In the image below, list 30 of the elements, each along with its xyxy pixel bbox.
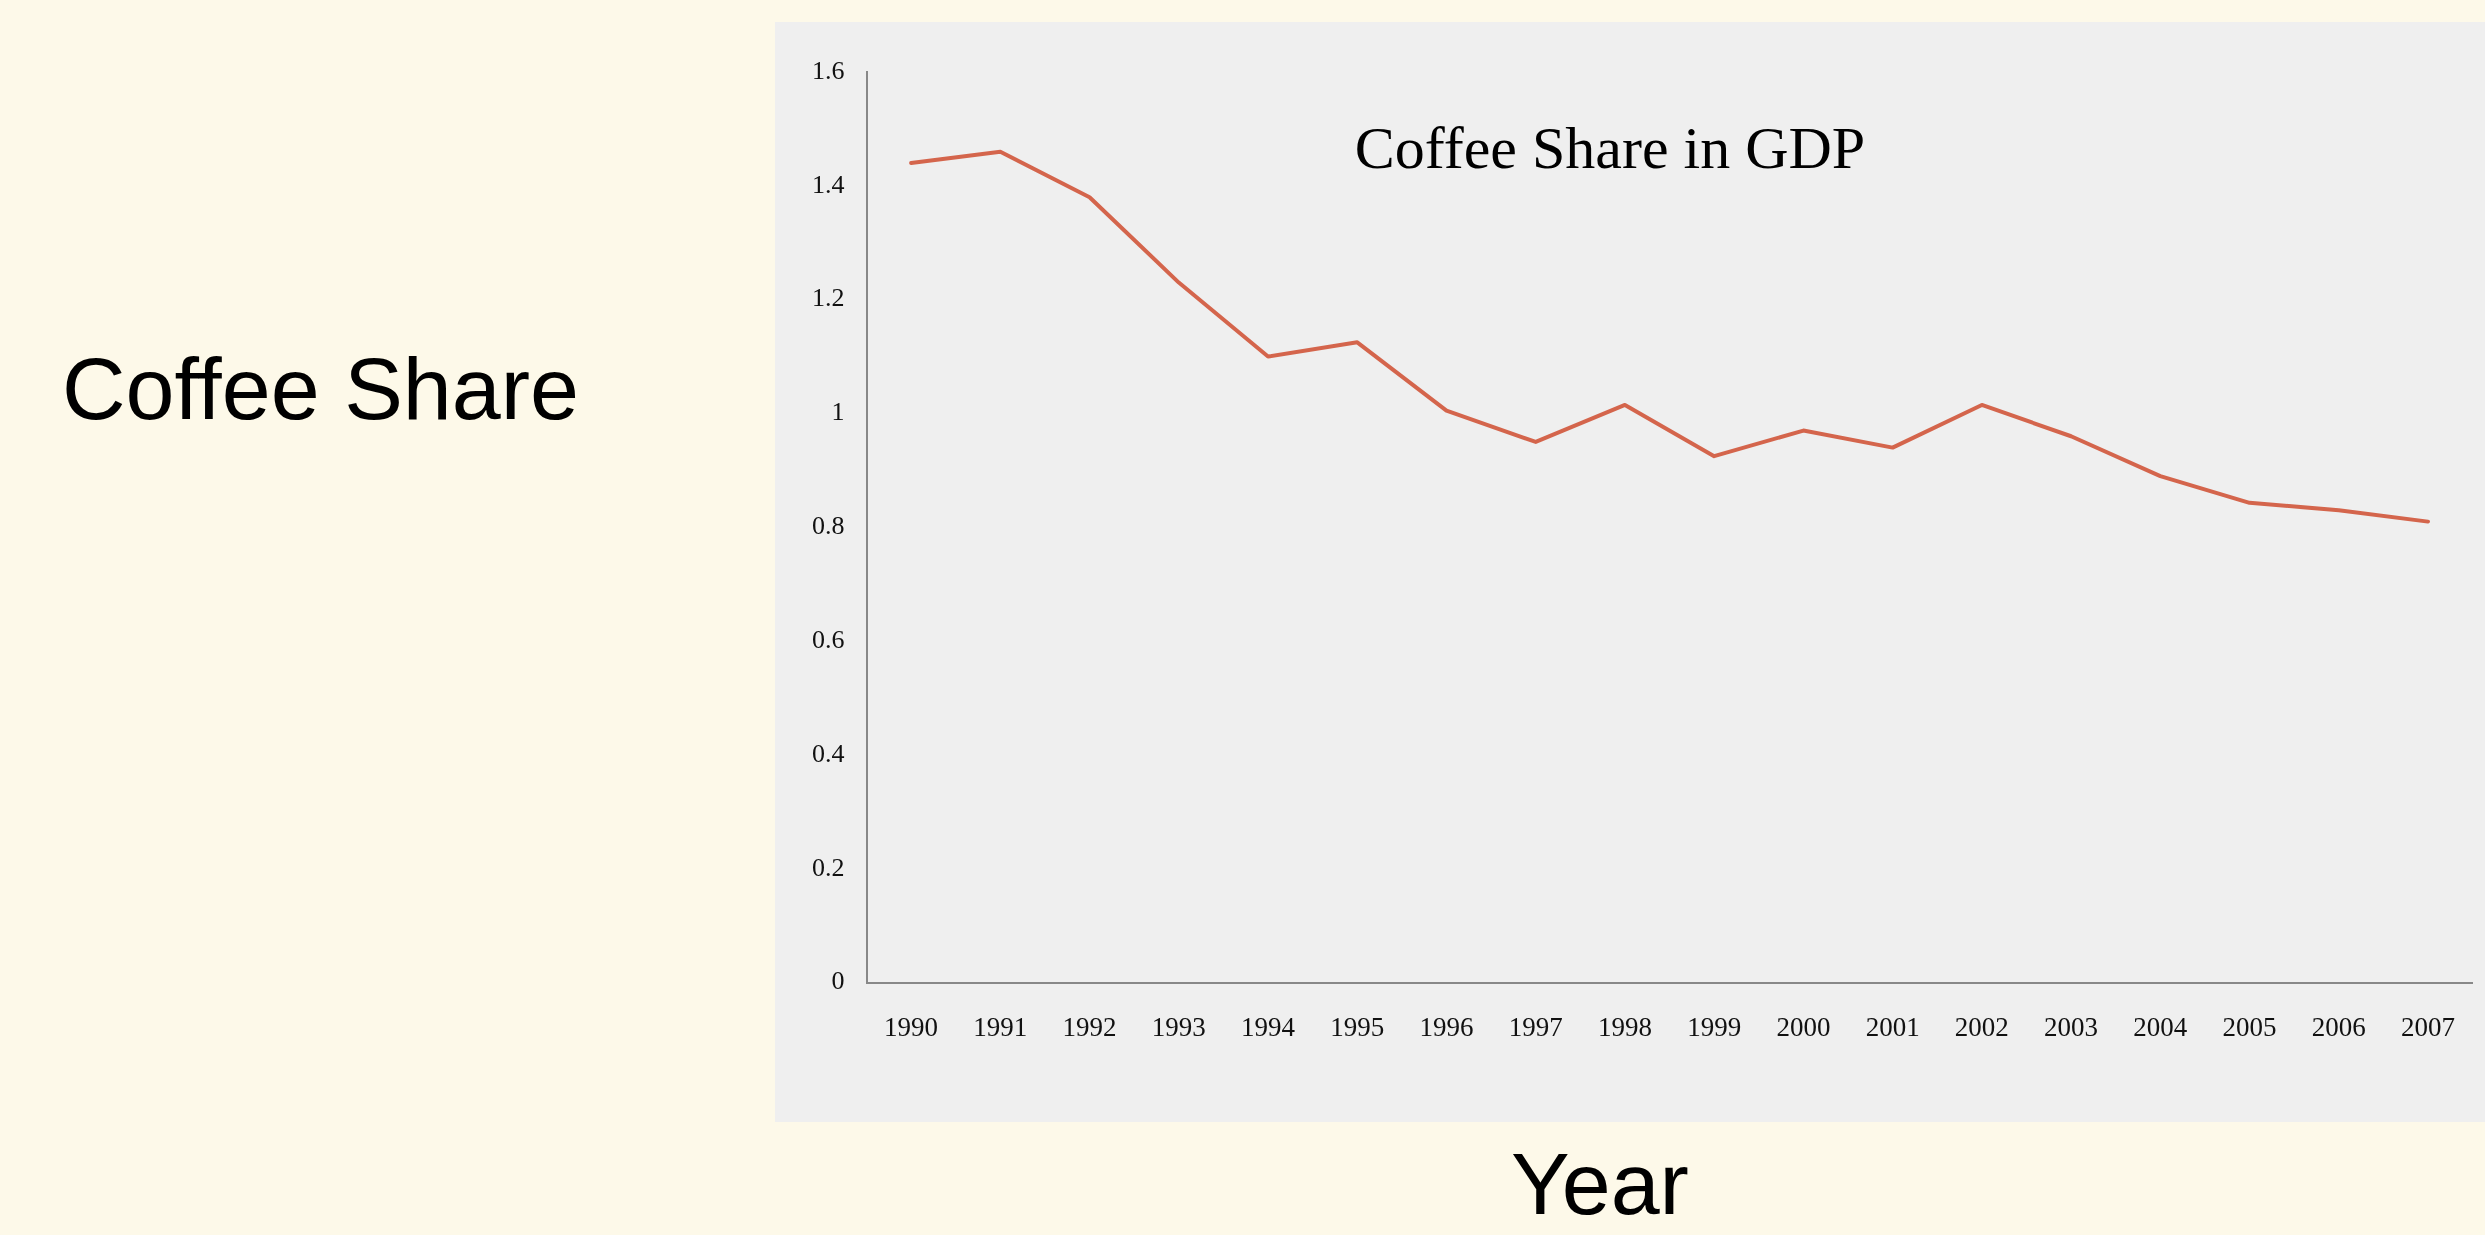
y-tick-label: 0.4 xyxy=(812,738,845,768)
x-tick-label: 2004 xyxy=(2133,1011,2188,1042)
y-tick-label: 0 xyxy=(831,966,845,996)
x-axis-title: Year xyxy=(1511,1134,1689,1234)
x-tick-label: 1990 xyxy=(884,1011,939,1042)
y-tick-label: 1 xyxy=(831,397,845,427)
y-axis-title: Coffee Share xyxy=(62,339,579,439)
y-tick-label: 0.2 xyxy=(812,852,845,882)
x-tick-label: 1996 xyxy=(1419,1011,1474,1042)
x-tick-label: 2007 xyxy=(2401,1011,2455,1042)
x-tick-label: 1993 xyxy=(1151,1011,1206,1042)
x-tick-label: 1997 xyxy=(1508,1011,1563,1042)
x-tick-label: 1995 xyxy=(1330,1011,1385,1042)
x-tick-label: 2002 xyxy=(1954,1011,2009,1042)
y-tick-label: 1.2 xyxy=(812,283,845,313)
y-tick-label: 1.6 xyxy=(812,55,845,85)
x-tick-label: 1998 xyxy=(1597,1011,1652,1042)
y-tick-label: 0.6 xyxy=(812,624,845,654)
x-tick-label: 1991 xyxy=(973,1011,1028,1042)
text: Coffee Share in GDP xyxy=(1354,114,1866,181)
x-tick-label: 2006 xyxy=(2311,1011,2366,1042)
x-tick-label: 2001 xyxy=(1865,1011,1920,1042)
x-tick-label: 2005 xyxy=(2222,1011,2277,1042)
x-tick-label: 1994 xyxy=(1241,1011,1296,1042)
y-tick-label: 1.4 xyxy=(812,169,845,199)
x-tick-label: 2000 xyxy=(1776,1011,1831,1042)
x-tick-label: 1999 xyxy=(1687,1011,1742,1042)
x-tick-label: 2003 xyxy=(2044,1011,2099,1042)
y-tick-label: 0.8 xyxy=(812,511,845,541)
x-tick-label: 1992 xyxy=(1062,1011,1117,1042)
